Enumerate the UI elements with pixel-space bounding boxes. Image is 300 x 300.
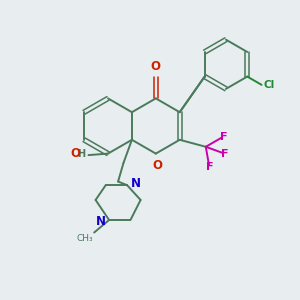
Text: F: F: [221, 149, 229, 159]
Text: CH₃: CH₃: [76, 234, 93, 243]
Text: O: O: [151, 60, 161, 73]
Text: F: F: [220, 132, 227, 142]
Text: O: O: [70, 147, 80, 161]
Text: O: O: [152, 159, 162, 172]
Text: Cl: Cl: [263, 80, 274, 90]
Text: H: H: [77, 149, 85, 159]
Text: F: F: [206, 162, 213, 172]
Text: N: N: [131, 177, 141, 190]
Text: N: N: [95, 215, 106, 228]
